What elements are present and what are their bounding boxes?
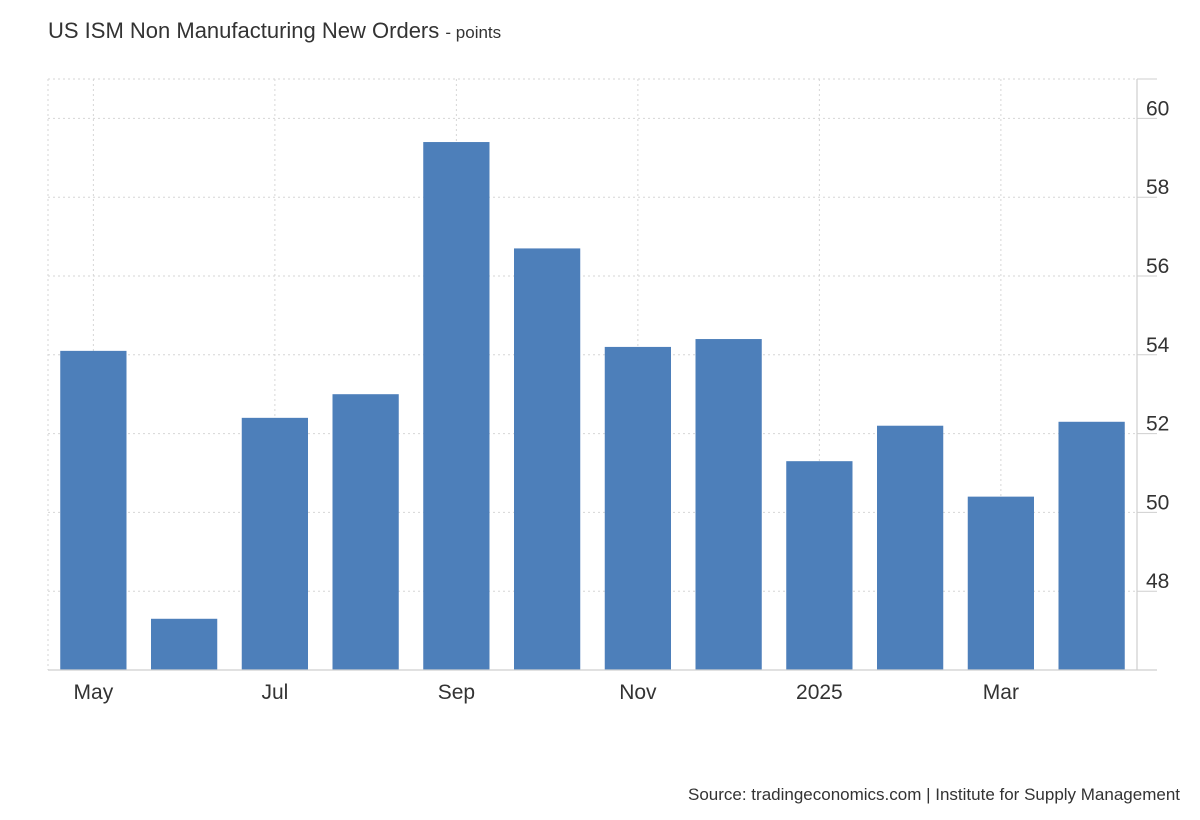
x-tick-label: Nov — [619, 681, 657, 704]
chart-title: US ISM Non Manufacturing New Orders - po… — [48, 18, 501, 44]
x-tick-label: May — [74, 681, 114, 704]
x-tick-labels: May Jul Sep Nov 2025 Mar — [74, 681, 1019, 704]
bar-jun[interactable] — [151, 618, 218, 670]
bar-nov[interactable] — [604, 346, 671, 670]
chart-title-text: US ISM Non Manufacturing New Orders — [48, 18, 440, 43]
y-tick-label: 58 — [1146, 176, 1169, 199]
bar-aug[interactable] — [332, 394, 399, 670]
y-tick-label: 60 — [1146, 97, 1169, 120]
bars — [60, 142, 1125, 671]
y-tick-label: 54 — [1146, 334, 1170, 357]
y-tick-label: 56 — [1146, 255, 1169, 278]
bar-oct[interactable] — [514, 248, 581, 671]
bar-dec[interactable] — [695, 339, 762, 670]
chart-subtitle: - points — [445, 23, 502, 42]
bar-sep[interactable] — [423, 142, 490, 671]
bar-may[interactable] — [60, 350, 127, 670]
bar-mar[interactable] — [967, 496, 1034, 670]
x-tick-label: Sep — [438, 681, 475, 704]
bar-jul[interactable] — [241, 417, 308, 670]
y-tick-labels: 48 50 52 54 56 58 60 — [1146, 97, 1170, 593]
bar-feb[interactable] — [877, 425, 944, 670]
y-tick-label: 52 — [1146, 413, 1169, 436]
bar-apr[interactable] — [1058, 421, 1125, 670]
bar-2025[interactable] — [786, 461, 853, 670]
x-tick-label: 2025 — [796, 681, 843, 704]
y-tick-label: 48 — [1146, 570, 1169, 593]
source-note: Source: tradingeconomics.com | Institute… — [688, 785, 1180, 804]
x-tick-label: Mar — [983, 681, 1019, 704]
x-tick-label: Jul — [261, 681, 288, 704]
y-tick-label: 50 — [1146, 491, 1169, 514]
chart-subtitle-text: points — [455, 23, 502, 42]
axes — [48, 78, 1157, 671]
